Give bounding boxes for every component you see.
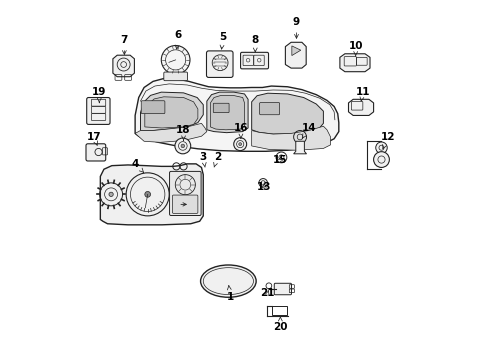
Circle shape [181,144,184,148]
Polygon shape [285,42,305,68]
Polygon shape [251,93,323,134]
Text: 4: 4 [131,159,143,172]
Polygon shape [144,97,198,128]
FancyBboxPatch shape [274,283,291,295]
Circle shape [375,142,386,153]
Polygon shape [210,95,244,130]
Polygon shape [251,126,330,150]
Ellipse shape [200,265,256,297]
Circle shape [258,179,267,187]
Text: 2: 2 [213,152,221,167]
Polygon shape [100,164,203,225]
FancyBboxPatch shape [86,98,110,125]
Text: 7: 7 [121,35,128,54]
Text: 11: 11 [355,87,369,101]
Text: 18: 18 [176,125,190,140]
Circle shape [233,138,246,150]
FancyBboxPatch shape [141,101,164,114]
Text: 17: 17 [86,132,101,145]
Circle shape [109,192,113,197]
FancyBboxPatch shape [86,144,105,161]
Text: 6: 6 [174,30,182,49]
Polygon shape [291,46,300,55]
Polygon shape [293,141,306,154]
FancyBboxPatch shape [213,103,228,113]
Circle shape [175,138,190,154]
FancyBboxPatch shape [172,195,198,213]
Text: 16: 16 [233,123,247,139]
Text: 5: 5 [219,32,226,49]
Text: 20: 20 [273,316,287,332]
FancyBboxPatch shape [163,72,187,81]
Text: 13: 13 [257,182,271,192]
FancyBboxPatch shape [259,103,279,115]
Bar [272,306,286,315]
Text: 12: 12 [380,132,394,149]
Text: 10: 10 [348,41,362,56]
Polygon shape [135,123,206,142]
Polygon shape [113,55,134,77]
Polygon shape [348,99,373,116]
Polygon shape [339,54,369,72]
Polygon shape [206,92,247,133]
Text: 19: 19 [92,87,106,103]
Polygon shape [135,78,338,151]
Circle shape [373,152,388,167]
Circle shape [161,45,190,74]
Text: 1: 1 [226,286,233,302]
FancyBboxPatch shape [206,51,233,77]
Text: 15: 15 [273,155,287,165]
FancyBboxPatch shape [240,52,268,69]
FancyBboxPatch shape [169,171,201,216]
Circle shape [144,192,150,197]
Circle shape [238,143,241,145]
Text: 9: 9 [292,17,300,38]
Text: 21: 21 [260,288,274,298]
Polygon shape [140,92,203,131]
Text: 8: 8 [251,35,258,52]
Text: 14: 14 [301,123,316,138]
Text: 3: 3 [199,152,206,167]
